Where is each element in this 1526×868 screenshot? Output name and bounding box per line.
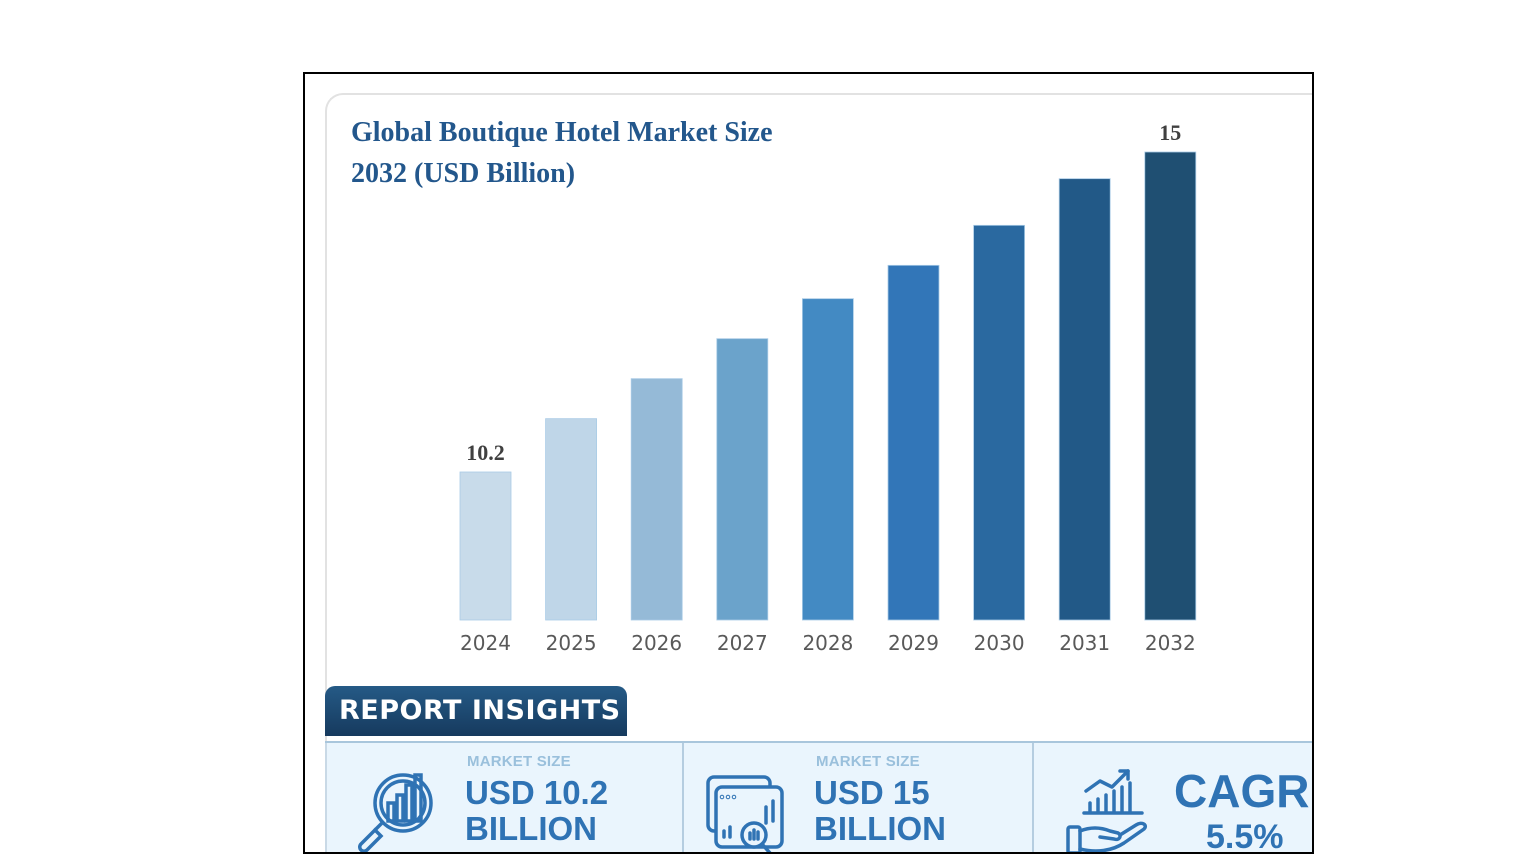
insight-market-size-2024: MARKET SIZE USD 10.2 BILLION xyxy=(325,743,682,852)
bar-2029 xyxy=(887,264,940,621)
bar-2027 xyxy=(716,338,769,621)
bar-2032 xyxy=(1144,151,1197,621)
chart-title: Global Boutique Hotel Market Size 2032 (… xyxy=(351,112,871,194)
x-tick-label-2029: 2029 xyxy=(888,631,939,655)
data-label-2024: 10.2 xyxy=(466,440,505,465)
bar-2030 xyxy=(973,224,1025,621)
hand-growth-chart-icon xyxy=(1066,769,1148,852)
bar-2026 xyxy=(630,378,683,621)
bar-2025 xyxy=(545,418,598,621)
insight-value: USD 15 xyxy=(814,774,930,811)
insight-cagr: CAGR 5.5% xyxy=(1032,743,1312,854)
bar-2024 xyxy=(459,471,512,621)
insight-label: MARKET SIZE xyxy=(816,753,920,770)
insight-value-unit: BILLION xyxy=(465,810,597,847)
x-tick-label-2032: 2032 xyxy=(1145,631,1196,655)
x-tick-label-2030: 2030 xyxy=(974,631,1025,655)
chart-title-line-1: Global Boutique Hotel Market Size xyxy=(351,117,773,148)
insight-market-size-2032: MARKET SIZE USD 15 BILLION xyxy=(682,743,1032,852)
x-tick-label-2027: 2027 xyxy=(717,631,768,655)
chart-title-line-2: 2032 (USD Billion) xyxy=(351,158,576,189)
bar-2028 xyxy=(801,298,854,621)
x-tick-label-2025: 2025 xyxy=(546,631,597,655)
figure-frame: Global Boutique Hotel Market Size 2032 (… xyxy=(303,72,1314,854)
insight-label: MARKET SIZE xyxy=(467,753,571,770)
report-insights-banner: REPORT INSIGHTS xyxy=(325,686,627,736)
x-tick-label-2024: 2024 xyxy=(460,631,511,655)
cagr-value: 5.5% xyxy=(1206,818,1284,854)
x-tick-label-2026: 2026 xyxy=(631,631,682,655)
magnifier-chart-icon xyxy=(358,773,433,852)
window-chart-search-icon xyxy=(706,775,784,852)
cagr-label: CAGR xyxy=(1174,765,1310,817)
insight-value-unit: BILLION xyxy=(814,810,946,847)
bar-2031 xyxy=(1058,178,1111,621)
data-label-2032: 15 xyxy=(1159,120,1181,145)
insight-value: USD 10.2 xyxy=(465,774,609,811)
x-tick-label-2031: 2031 xyxy=(1059,631,1110,655)
x-tick-label-2028: 2028 xyxy=(802,631,853,655)
insights-panel: MARKET SIZE USD 10.2 BILLION M xyxy=(325,741,1312,854)
bar-chart: 2024 10.2 2025 2026 2027 2028 2029 2030 2031 2032… xyxy=(459,120,1197,655)
